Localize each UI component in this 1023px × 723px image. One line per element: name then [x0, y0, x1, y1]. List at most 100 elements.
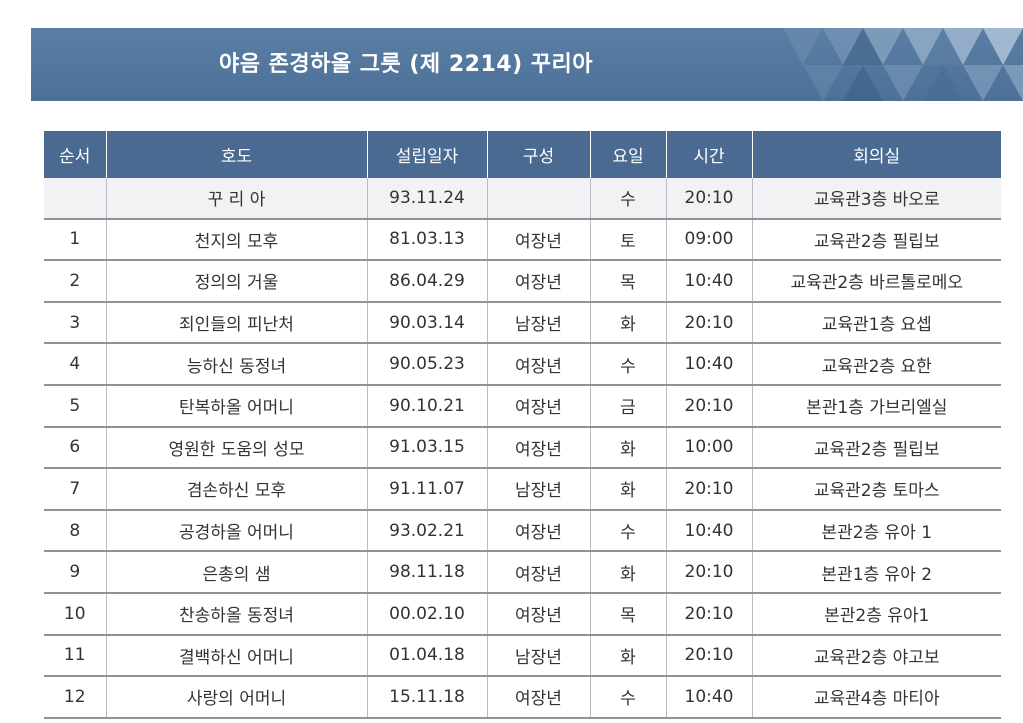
- cell-meeting-room: 교육관1층 요셉: [751, 301, 1001, 345]
- cell-title: 찬송하올 동정녀: [105, 592, 367, 636]
- cell-time: 20:10: [665, 178, 752, 220]
- cell-time: 09:00: [665, 218, 752, 262]
- cell-founded-date: 93.11.24: [366, 178, 487, 220]
- cell-weekday: 화: [589, 301, 666, 345]
- cell-title: 영원한 도움의 성모: [105, 426, 367, 470]
- cell-founded-date: 90.10.21: [366, 384, 487, 428]
- cell-weekday: 목: [589, 592, 666, 636]
- cell-meeting-room: 교육관2층 요한: [751, 343, 1001, 386]
- cell-founded-date: 90.03.14: [366, 301, 487, 345]
- cell-title: 천지의 모후: [105, 218, 367, 262]
- cell-founded-date: 91.11.07: [366, 468, 487, 511]
- header-weekday: 요일: [589, 131, 666, 178]
- cell-title: 능하신 동정녀: [105, 343, 367, 386]
- cell-title: 정의의 거울: [105, 260, 367, 303]
- cell-time: 10:40: [665, 260, 752, 303]
- cell-composition: 남장년: [486, 301, 590, 345]
- cell-weekday: 토: [589, 218, 666, 262]
- cell-founded-date: 81.03.13: [366, 218, 487, 262]
- cell-order: 11: [44, 634, 106, 678]
- triangle-pattern-decoration: [783, 28, 1023, 101]
- cell-meeting-room: 교육관2층 필립보: [751, 426, 1001, 470]
- cell-meeting-room: 교육관3층 바오로: [751, 178, 1001, 220]
- cell-time: 10:40: [665, 343, 752, 386]
- cell-weekday: 수: [589, 343, 666, 386]
- table-row: 3 죄인들의 피난처 90.03.14 남장년 화 20:10 교육관1층 요셉: [44, 301, 1001, 345]
- cell-title: 사랑의 어머니: [105, 676, 367, 719]
- cell-title: 죄인들의 피난처: [105, 301, 367, 345]
- cell-time: 10:40: [665, 509, 752, 553]
- header-founded-date: 설립일자: [366, 131, 487, 178]
- cell-composition: 여장년: [486, 384, 590, 428]
- cell-founded-date: 90.05.23: [366, 343, 487, 386]
- cell-composition: 남장년: [486, 468, 590, 511]
- table-row: 7 겸손하신 모후 91.11.07 남장년 화 20:10 교육관2층 토마스: [44, 468, 1001, 511]
- cell-weekday: 목: [589, 260, 666, 303]
- cell-weekday: 금: [589, 384, 666, 428]
- page-title: 야음 존경하올 그릇 (제 2214) 꾸리아: [218, 52, 594, 77]
- cell-order: 3: [44, 301, 106, 345]
- cell-composition: 여장년: [486, 551, 590, 594]
- cell-founded-date: 93.02.21: [366, 509, 487, 553]
- cell-time: 10:00: [665, 426, 752, 470]
- cell-weekday: 수: [589, 178, 666, 220]
- cell-title: 결백하신 어머니: [105, 634, 367, 678]
- cell-time: 20:10: [665, 468, 752, 511]
- table-row: 1 천지의 모후 81.03.13 여장년 토 09:00 교육관2층 필립보: [44, 218, 1001, 262]
- table-row: 8 공경하올 어머니 93.02.21 여장년 수 10:40 본관2층 유아 1: [44, 509, 1001, 553]
- cell-order: [44, 178, 106, 220]
- table-row: 6 영원한 도움의 성모 91.03.15 여장년 화 10:00 교육관2층 필립보: [44, 426, 1001, 470]
- cell-meeting-room: 교육관4층 마티아: [751, 676, 1001, 719]
- cell-meeting-room: 교육관2층 토마스: [751, 468, 1001, 511]
- cell-order: 10: [44, 592, 106, 636]
- header-time: 시간: [665, 131, 752, 178]
- cell-composition: 여장년: [486, 509, 590, 553]
- cell-composition: 여장년: [486, 426, 590, 470]
- cell-meeting-room: 본관2층 유아 1: [751, 509, 1001, 553]
- cell-weekday: 화: [589, 468, 666, 511]
- cell-order: 9: [44, 551, 106, 594]
- table-row: 꾸 리 아 93.11.24 수 20:10 교육관3층 바오로: [44, 178, 1001, 220]
- cell-order: 5: [44, 384, 106, 428]
- table-row: 9 은총의 샘 98.11.18 여장년 화 20:10 본관1층 유아 2: [44, 551, 1001, 594]
- cell-title: 은총의 샘: [105, 551, 367, 594]
- cell-order: 8: [44, 509, 106, 553]
- cell-time: 20:10: [665, 592, 752, 636]
- table-header-row: 순서 호도 설립일자 구성 요일 시간 회의실: [44, 131, 1001, 178]
- table-row: 12 사랑의 어머니 15.11.18 여장년 수 10:40 교육관4층 마티아: [44, 676, 1001, 719]
- cell-order: 12: [44, 676, 106, 719]
- cell-order: 4: [44, 343, 106, 386]
- table-row: 10 찬송하올 동정녀 00.02.10 여장년 목 20:10 본관2층 유아1: [44, 592, 1001, 636]
- cell-founded-date: 98.11.18: [366, 551, 487, 594]
- cell-composition: [486, 178, 590, 220]
- cell-weekday: 화: [589, 551, 666, 594]
- cell-order: 1: [44, 218, 106, 262]
- table-row: 5 탄복하올 어머니 90.10.21 여장년 금 20:10 본관1층 가브리엘실: [44, 384, 1001, 428]
- cell-composition: 여장년: [486, 676, 590, 719]
- cell-order: 7: [44, 468, 106, 511]
- cell-meeting-room: 교육관2층 야고보: [751, 634, 1001, 678]
- table-row: 4 능하신 동정녀 90.05.23 여장년 수 10:40 교육관2층 요한: [44, 343, 1001, 386]
- cell-title: 꾸 리 아: [105, 178, 367, 220]
- cell-founded-date: 91.03.15: [366, 426, 487, 470]
- cell-founded-date: 00.02.10: [366, 592, 487, 636]
- table-row: 2 정의의 거울 86.04.29 여장년 목 10:40 교육관2층 바르톨로메오: [44, 260, 1001, 303]
- cell-meeting-room: 본관1층 가브리엘실: [751, 384, 1001, 428]
- table-row: 11 결백하신 어머니 01.04.18 남장년 화 20:10 교육관2층 야고보: [44, 634, 1001, 678]
- header-meeting-room: 회의실: [751, 131, 1001, 178]
- cell-founded-date: 86.04.29: [366, 260, 487, 303]
- cell-time: 20:10: [665, 384, 752, 428]
- cell-meeting-room: 본관1층 유아 2: [751, 551, 1001, 594]
- cell-composition: 남장년: [486, 634, 590, 678]
- cell-composition: 여장년: [486, 592, 590, 636]
- cell-meeting-room: 교육관2층 바르톨로메오: [751, 260, 1001, 303]
- title-banner: 야음 존경하올 그릇 (제 2214) 꾸리아: [31, 28, 1023, 101]
- header-composition: 구성: [486, 131, 590, 178]
- cell-time: 10:40: [665, 676, 752, 719]
- cell-meeting-room: 교육관2층 필립보: [751, 218, 1001, 262]
- cell-founded-date: 01.04.18: [366, 634, 487, 678]
- cell-composition: 여장년: [486, 218, 590, 262]
- cell-weekday: 화: [589, 634, 666, 678]
- cell-weekday: 수: [589, 676, 666, 719]
- cell-order: 2: [44, 260, 106, 303]
